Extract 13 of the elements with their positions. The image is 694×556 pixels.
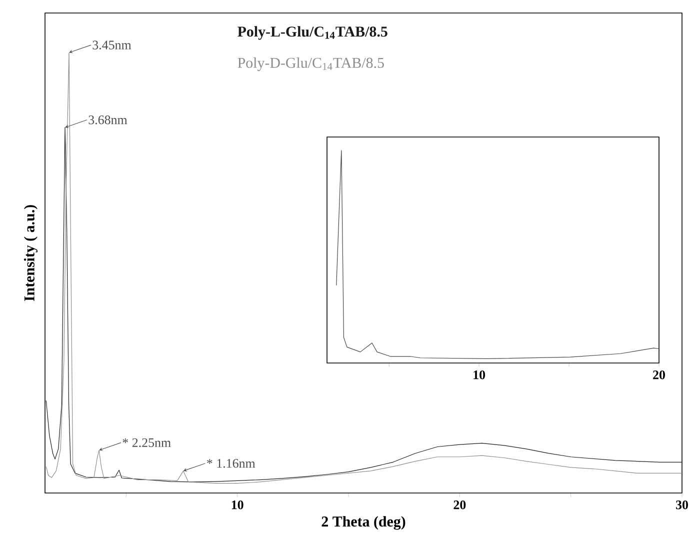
annotation: * 1.16nm [207,459,256,468]
annotation: 3.45nm [92,40,132,50]
x-tick-label: 10 [474,370,486,380]
y-axis-title: Intensity ( a.u.) [24,205,38,302]
x-tick-label: 20 [653,370,665,380]
x-tick-label: 30 [676,500,688,510]
x-axis-title: 2 Theta (deg) [322,516,406,530]
annotation: * 2.25nm [122,438,171,448]
text: Poly-L-Glu/C$_{14}$TAB/8.5 [238,26,388,40]
annotation: 3.68nm [88,115,128,124]
text: Poly-D-Glu/C$_{14}$TAB/8.5 [238,57,384,71]
x-tick-label: 10 [232,500,244,510]
x-tick-label: 20 [454,500,466,510]
